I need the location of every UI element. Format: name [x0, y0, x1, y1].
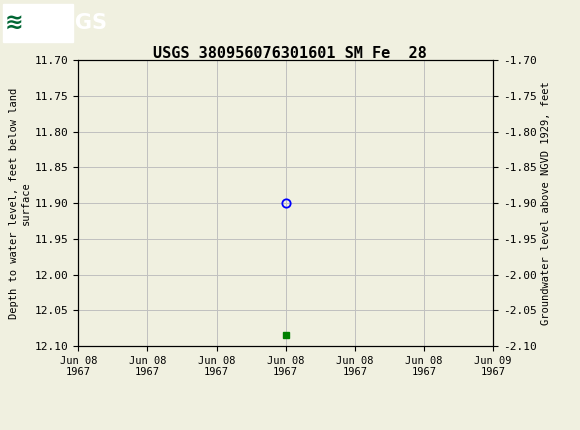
- Y-axis label: Depth to water level, feet below land
surface: Depth to water level, feet below land su…: [9, 88, 31, 319]
- Text: ≋: ≋: [5, 12, 23, 33]
- Text: USGS: USGS: [44, 12, 107, 33]
- FancyBboxPatch shape: [3, 3, 72, 42]
- Y-axis label: Groundwater level above NGVD 1929, feet: Groundwater level above NGVD 1929, feet: [541, 81, 550, 325]
- Text: USGS 380956076301601 SM Fe  28: USGS 380956076301601 SM Fe 28: [153, 46, 427, 61]
